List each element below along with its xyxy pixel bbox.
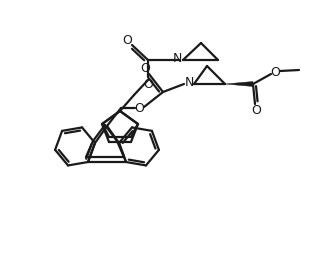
Text: O: O bbox=[134, 101, 144, 114]
Text: N: N bbox=[172, 51, 182, 65]
Text: N: N bbox=[184, 77, 194, 90]
Text: O: O bbox=[270, 66, 280, 79]
Polygon shape bbox=[225, 81, 253, 87]
Text: O: O bbox=[140, 62, 150, 76]
Text: O: O bbox=[122, 34, 132, 47]
Text: O: O bbox=[143, 78, 153, 91]
Text: O: O bbox=[251, 103, 261, 116]
